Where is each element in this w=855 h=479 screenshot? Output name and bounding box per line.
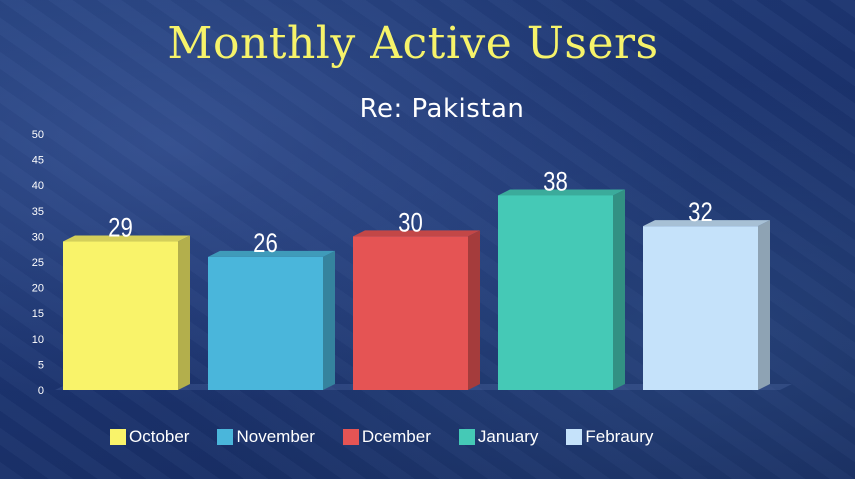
legend-swatch: [566, 429, 583, 445]
bar-front: [353, 236, 468, 390]
bar-front: [63, 241, 178, 390]
chart-subtitle: Re: Pakistan: [359, 94, 525, 124]
y-tick-label: 25: [32, 257, 44, 269]
y-tick-label: 30: [32, 231, 44, 243]
legend-swatch: [458, 429, 475, 445]
y-tick-label: 0: [38, 385, 44, 397]
bar-front: [643, 226, 758, 390]
legend-swatch: [110, 429, 126, 445]
bar-side: [613, 189, 625, 390]
legend-label: Febraury: [585, 427, 654, 446]
bar-side: [758, 220, 770, 390]
y-tick-label: 45: [32, 155, 44, 167]
bar-dcember: [353, 230, 480, 390]
data-label: 38: [543, 167, 568, 197]
legend-item-november: November: [217, 427, 315, 447]
y-tick-label: 50: [32, 129, 44, 141]
bar-top: [643, 220, 770, 227]
bar-top: [353, 230, 480, 237]
bar-november: [208, 250, 335, 390]
bar-october: [63, 235, 190, 390]
legend-label: January: [477, 427, 539, 446]
bar-january: [498, 189, 625, 390]
legend: October November Dcember January Febraury: [110, 427, 681, 447]
y-tick-label: 35: [32, 206, 44, 218]
bar-febraury: [643, 220, 770, 390]
legend-item-dcember: Dcember: [342, 427, 431, 447]
data-label: 26: [253, 229, 278, 259]
chart-title: Monthly Active Users: [167, 18, 659, 69]
y-tick-label: 5: [38, 359, 44, 371]
legend-label: Dcember: [361, 427, 431, 446]
y-tick-label: 20: [32, 283, 44, 295]
bar-top: [208, 250, 335, 257]
bar-side: [323, 250, 335, 390]
legend-item-january: January: [458, 427, 539, 447]
legend-item-febraury: Febraury: [566, 427, 653, 447]
data-label: 30: [398, 208, 423, 238]
bar-side: [178, 235, 190, 390]
y-tick-label: 10: [32, 334, 44, 346]
legend-swatch: [342, 429, 359, 445]
bar-top: [63, 235, 190, 242]
legend-label: October: [129, 427, 190, 446]
legend-item-october: October: [110, 427, 189, 447]
legend-swatch: [217, 429, 234, 445]
bar-top: [498, 189, 625, 196]
legend-label: November: [236, 427, 315, 446]
bar-front: [498, 195, 613, 390]
y-tick-label: 40: [32, 180, 44, 192]
bar-side: [468, 230, 480, 390]
y-tick-label: 15: [32, 308, 44, 320]
data-label: 29: [108, 214, 133, 244]
data-label: 32: [688, 198, 713, 228]
bar-front: [208, 256, 323, 390]
